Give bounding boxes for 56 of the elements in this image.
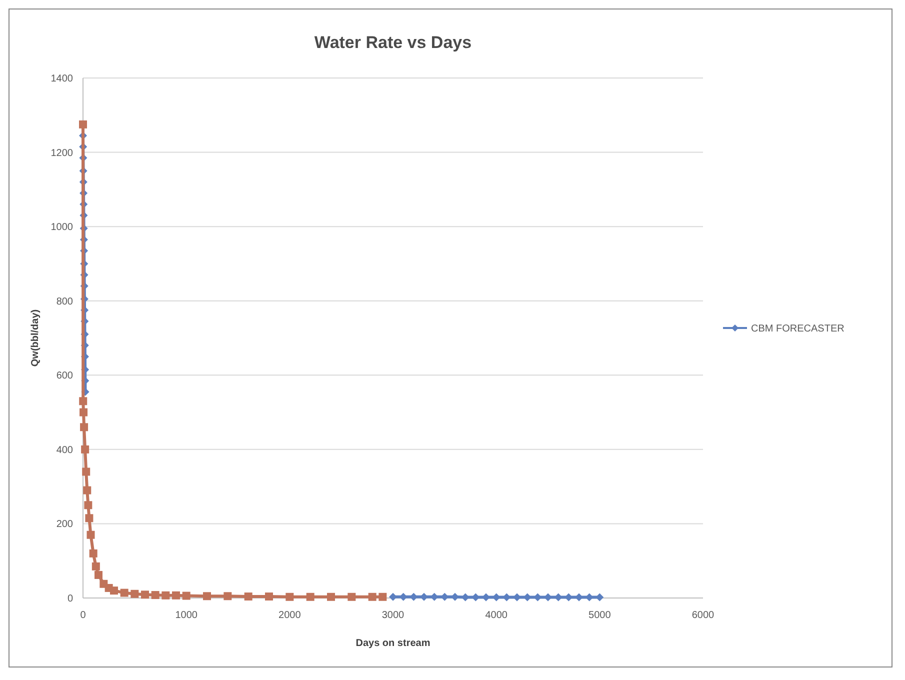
legend-label: CBM FORECASTER (751, 324, 844, 334)
point (244, 592, 252, 601)
y-tick-label: 1200 (50, 148, 74, 159)
point (151, 591, 160, 600)
point (378, 592, 387, 601)
point (130, 590, 139, 598)
point (327, 592, 335, 601)
point (82, 468, 90, 476)
point (182, 592, 190, 600)
point (120, 588, 128, 597)
point (203, 592, 211, 600)
point (348, 592, 356, 601)
point (84, 501, 92, 510)
x-tick-label: 4000 (485, 610, 508, 621)
point (92, 562, 100, 570)
point (81, 445, 90, 454)
point (172, 591, 180, 600)
point (482, 593, 490, 602)
x-tick-label: 6000 (692, 610, 715, 621)
point (575, 593, 583, 602)
y-tick-label: 1400 (50, 74, 74, 84)
x-tick-label: 5000 (588, 610, 612, 621)
x-tick-label: 1000 (175, 610, 198, 621)
point (83, 486, 92, 494)
point (79, 397, 88, 406)
point (544, 593, 552, 602)
y-tick-label: 200 (56, 519, 74, 530)
y-tick-label: 800 (56, 296, 74, 308)
point (79, 120, 87, 128)
point (94, 570, 102, 579)
x-tick-label: 2000 (278, 610, 302, 621)
point (80, 408, 88, 416)
point (368, 592, 376, 601)
point (86, 530, 95, 539)
y-tick-label: 1000 (50, 222, 74, 234)
point (110, 586, 118, 595)
point (89, 549, 98, 558)
chart-title: Water Rate vs Days (314, 33, 472, 52)
x-tick-label: 3000 (382, 610, 405, 621)
point (80, 423, 88, 432)
point (224, 592, 232, 600)
y-tick-label: 600 (56, 370, 74, 382)
point (85, 514, 94, 522)
point (306, 592, 314, 601)
point (141, 590, 149, 599)
x-axis-title: Days on stream (356, 638, 430, 649)
y-tick-label: 0 (67, 594, 74, 604)
point (420, 592, 428, 601)
point (513, 593, 521, 602)
y-axis-title: Qw(bbl/day) (30, 309, 41, 367)
point (286, 592, 294, 601)
y-tick-label: 400 (56, 444, 74, 456)
point (265, 592, 273, 601)
x-tick-label: 0 (80, 610, 86, 621)
point (162, 591, 170, 600)
point (389, 592, 397, 601)
